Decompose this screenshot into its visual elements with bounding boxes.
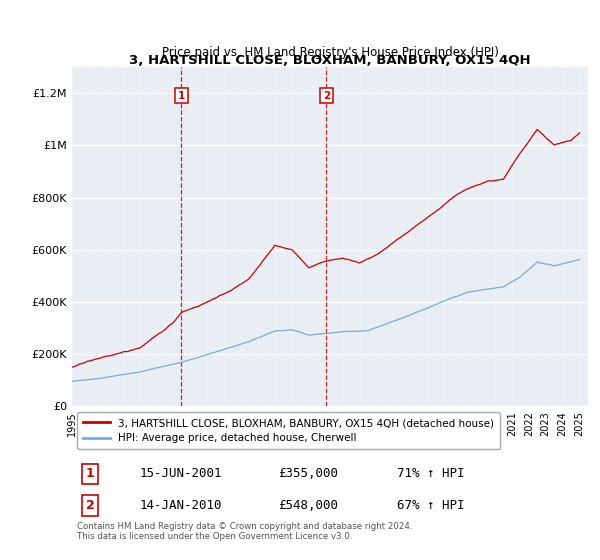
Text: £548,000: £548,000 (278, 499, 338, 512)
Text: 71% ↑ HPI: 71% ↑ HPI (397, 468, 464, 480)
Legend: 3, HARTSHILL CLOSE, BLOXHAM, BANBURY, OX15 4QH (detached house), HPI: Average pr: 3, HARTSHILL CLOSE, BLOXHAM, BANBURY, OX… (77, 412, 500, 450)
Text: 15-JUN-2001: 15-JUN-2001 (139, 468, 221, 480)
Text: Price paid vs. HM Land Registry's House Price Index (HPI): Price paid vs. HM Land Registry's House … (161, 46, 499, 59)
Text: 2: 2 (86, 499, 94, 512)
Text: 1: 1 (86, 468, 94, 480)
Text: 1: 1 (178, 91, 185, 101)
Text: 14-JAN-2010: 14-JAN-2010 (139, 499, 221, 512)
Text: Contains HM Land Registry data © Crown copyright and database right 2024.
This d: Contains HM Land Registry data © Crown c… (77, 522, 413, 542)
Text: 67% ↑ HPI: 67% ↑ HPI (397, 499, 464, 512)
Text: 2: 2 (323, 91, 330, 101)
Text: £355,000: £355,000 (278, 468, 338, 480)
Title: 3, HARTSHILL CLOSE, BLOXHAM, BANBURY, OX15 4QH: 3, HARTSHILL CLOSE, BLOXHAM, BANBURY, OX… (129, 54, 531, 67)
